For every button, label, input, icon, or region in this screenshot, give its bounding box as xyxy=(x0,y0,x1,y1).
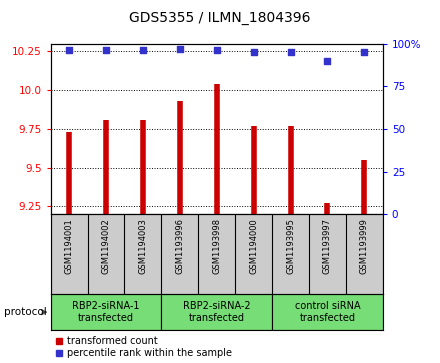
Point xyxy=(66,48,73,53)
Point xyxy=(250,49,257,55)
Text: RBP2-siRNA-1
transfected: RBP2-siRNA-1 transfected xyxy=(72,301,140,323)
Text: GSM1193995: GSM1193995 xyxy=(286,218,295,274)
Bar xyxy=(51,294,161,330)
Text: GSM1194002: GSM1194002 xyxy=(102,218,110,274)
Point xyxy=(213,48,220,53)
Text: GSM1193997: GSM1193997 xyxy=(323,218,332,274)
Bar xyxy=(272,294,383,330)
Point xyxy=(361,49,368,55)
Text: GSM1193996: GSM1193996 xyxy=(175,218,184,274)
Point xyxy=(176,46,183,52)
Point xyxy=(139,48,147,53)
Point xyxy=(103,48,110,53)
Point xyxy=(287,49,294,55)
Text: GSM1194003: GSM1194003 xyxy=(138,218,147,274)
Text: GDS5355 / ILMN_1804396: GDS5355 / ILMN_1804396 xyxy=(129,11,311,25)
Point xyxy=(324,58,331,64)
Text: control siRNA
transfected: control siRNA transfected xyxy=(295,301,360,323)
Text: GSM1194000: GSM1194000 xyxy=(249,218,258,274)
Text: GSM1194001: GSM1194001 xyxy=(65,218,73,274)
Text: RBP2-siRNA-2
transfected: RBP2-siRNA-2 transfected xyxy=(183,301,250,323)
Bar xyxy=(161,294,272,330)
Text: protocol: protocol xyxy=(4,307,47,317)
Legend: transformed count, percentile rank within the sample: transformed count, percentile rank withi… xyxy=(55,336,232,358)
Text: GSM1193998: GSM1193998 xyxy=(212,218,221,274)
Text: GSM1193999: GSM1193999 xyxy=(360,218,369,274)
